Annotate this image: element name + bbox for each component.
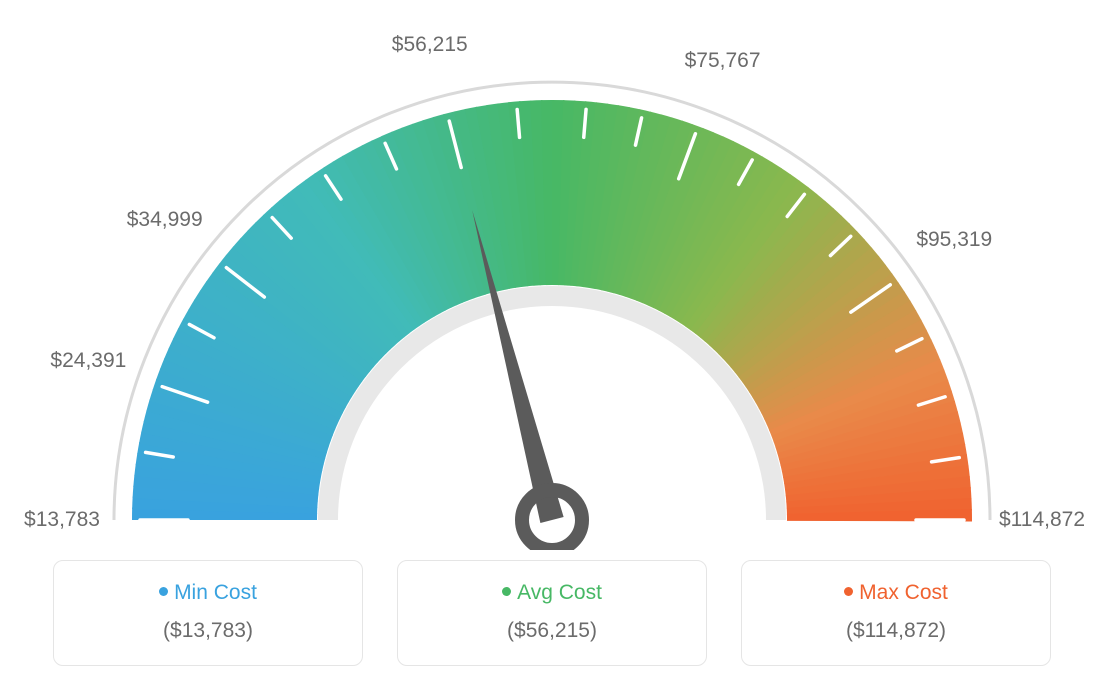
legend-card-max: Max Cost ($114,872): [741, 560, 1051, 666]
gauge-tick-label: $24,391: [50, 349, 126, 373]
gauge-tick-label: $95,319: [916, 228, 992, 252]
legend-max-title: Max Cost: [752, 581, 1040, 605]
dot-icon: [844, 587, 853, 596]
legend-max-title-text: Max Cost: [859, 581, 948, 604]
gauge-tick-label: $75,767: [685, 49, 761, 73]
legend-card-min: Min Cost ($13,783): [53, 560, 363, 666]
gauge-fill: [132, 100, 972, 521]
legend-min-value: ($13,783): [64, 619, 352, 643]
gauge-tick-minor: [517, 109, 519, 137]
legend-min-title: Min Cost: [64, 581, 352, 605]
legend-avg-value: ($56,215): [408, 619, 696, 643]
cost-gauge-chart: $13,783 $24,391 $34,999 $56,215 $75,767 $95,3…: [22, 20, 1082, 550]
legend-max-value: ($114,872): [752, 619, 1040, 643]
gauge-svg: [22, 20, 1082, 550]
gauge-tick-label: $56,215: [392, 33, 468, 57]
legend-avg-title: Avg Cost: [408, 581, 696, 605]
gauge-tick-label: $13,783: [24, 508, 100, 532]
gauge-tick-label: $114,872: [999, 508, 1085, 532]
legend-avg-title-text: Avg Cost: [517, 581, 602, 604]
legend-card-avg: Avg Cost ($56,215): [397, 560, 707, 666]
gauge-tick-label: $34,999: [127, 208, 203, 232]
gauge-tick: [584, 109, 586, 137]
legend-min-title-text: Min Cost: [174, 581, 257, 604]
dot-icon: [159, 587, 168, 596]
legend-row: Min Cost ($13,783) Avg Cost ($56,215) Ma…: [20, 560, 1084, 666]
dot-icon: [502, 587, 511, 596]
